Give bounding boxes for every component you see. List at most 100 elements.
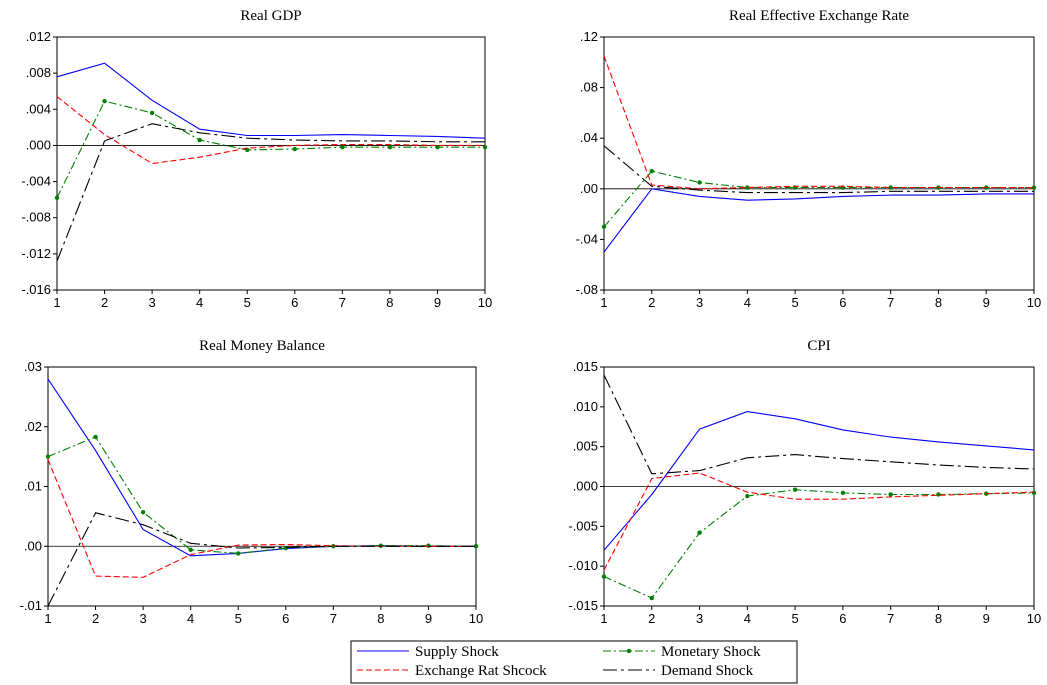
y-tick-label: -.005 [568, 518, 598, 533]
chart-title: Real GDP [240, 8, 301, 24]
data-point-monetary-shock [378, 543, 384, 548]
y-tick-label: .000 [573, 479, 598, 494]
x-tick-label: 7 [887, 295, 894, 310]
legend-label-exchange-rat-shcock: Exchange Rat Shcock [415, 663, 547, 679]
x-tick-label: 7 [887, 611, 894, 626]
data-point-monetary-shock [745, 493, 750, 499]
x-tick-label: 5 [791, 611, 798, 626]
x-tick-label: 8 [935, 611, 942, 626]
x-tick-label: 4 [744, 295, 751, 310]
data-point-monetary-shock [188, 547, 193, 553]
data-point-monetary-shock [197, 137, 202, 143]
data-point-monetary-shock [435, 145, 440, 150]
x-tick-label: 5 [791, 295, 798, 310]
plot-frame [47, 366, 477, 607]
data-point-monetary-shock [792, 487, 798, 492]
legend-label-demand-shock: Demand Shock [661, 663, 754, 679]
series-line-supply-shock [603, 188, 1034, 253]
series-line-demand-shock [47, 512, 476, 607]
series-line-exchange-rat-shcock [603, 472, 1035, 571]
x-tick-label: 1 [44, 611, 51, 626]
x-tick-label: 9 [434, 295, 441, 310]
data-point-monetary-shock [1031, 185, 1037, 190]
y-tick-label: .01 [24, 479, 42, 494]
data-point-monetary-shock [649, 168, 654, 174]
series-line-monetary-shock [603, 170, 1034, 228]
x-tick-label: 4 [187, 611, 194, 626]
series-line-monetary-shock [47, 436, 477, 554]
y-tick-label: .008 [26, 65, 51, 80]
x-tick-label: 5 [244, 295, 251, 310]
series-line-demand-shock [56, 123, 485, 262]
data-point-monetary-shock [697, 180, 702, 185]
x-tick-label: 4 [744, 611, 751, 626]
legend-marker-monetary-shock [626, 648, 632, 654]
legend-box [350, 640, 798, 684]
y-tick-label: -.016 [21, 282, 51, 297]
data-point-monetary-shock [473, 544, 479, 549]
x-tick-label: 9 [425, 611, 432, 626]
y-tick-label: .005 [573, 439, 598, 454]
x-tick-label: 8 [935, 295, 942, 310]
x-tick-label: 3 [139, 611, 146, 626]
x-tick-label: 1 [600, 295, 607, 310]
data-point-monetary-shock [149, 110, 155, 116]
data-point-monetary-shock [387, 145, 393, 150]
y-tick-label: -.004 [21, 174, 51, 189]
x-tick-label: 10 [469, 611, 483, 626]
x-tick-label: 2 [92, 611, 99, 626]
data-point-monetary-shock [840, 490, 846, 496]
data-point-monetary-shock [236, 551, 241, 556]
x-tick-label: 6 [291, 295, 298, 310]
legend-label-monetary-shock: Monetary Shock [661, 644, 761, 660]
data-point-monetary-shock [482, 145, 488, 150]
chart-title: CPI [807, 338, 830, 354]
data-point-monetary-shock [140, 509, 146, 515]
series-line-monetary-shock [56, 100, 485, 199]
y-tick-label: .08 [580, 80, 598, 95]
x-tick-label: 3 [696, 295, 703, 310]
y-tick-label: -.015 [568, 598, 598, 613]
x-tick-label: 1 [600, 611, 607, 626]
y-tick-label: .00 [580, 181, 598, 196]
series-line-exchange-rat-shcock [56, 96, 485, 165]
y-tick-label: -.01 [20, 598, 42, 613]
data-point-monetary-shock [54, 195, 60, 201]
chart-panel-3: Real Money Balance .03 .02 .01 .00 -.011 2 3 4 5 6… [20, 338, 484, 626]
data-point-monetary-shock [426, 543, 431, 548]
y-tick-label: .004 [26, 101, 51, 116]
data-point-monetary-shock [888, 492, 893, 497]
y-tick-label: .02 [24, 419, 42, 434]
y-tick-label: -.08 [576, 282, 598, 297]
x-tick-label: 10 [1027, 611, 1041, 626]
x-tick-label: 10 [1027, 295, 1041, 310]
plot-frame [56, 36, 486, 291]
series-line-demand-shock [603, 374, 1035, 475]
data-point-monetary-shock [936, 492, 941, 497]
x-tick-label: 8 [377, 611, 384, 626]
x-tick-label: 7 [330, 611, 337, 626]
y-tick-label: .00 [24, 538, 42, 553]
series-line-monetary-shock [603, 489, 1035, 599]
data-point-monetary-shock [93, 434, 98, 440]
data-point-monetary-shock [1031, 490, 1037, 496]
data-point-monetary-shock [283, 545, 288, 551]
x-tick-label: 1 [53, 295, 60, 310]
data-point-monetary-shock [340, 145, 345, 150]
data-point-monetary-shock [292, 146, 297, 152]
x-tick-label: 6 [839, 295, 846, 310]
x-tick-label: 8 [386, 295, 393, 310]
legend: Supply Shock Monetary Shock Exchange Rat S… [350, 640, 798, 684]
data-point-monetary-shock [745, 185, 750, 190]
x-tick-label: 7 [339, 295, 346, 310]
x-tick-label: 6 [839, 611, 846, 626]
y-tick-label: .010 [573, 399, 598, 414]
y-tick-label: .012 [26, 29, 51, 44]
x-tick-label: 9 [983, 295, 990, 310]
legend-label-supply-shock: Supply Shock [415, 644, 499, 660]
data-point-monetary-shock [601, 574, 607, 579]
data-point-monetary-shock [697, 530, 702, 535]
data-point-monetary-shock [888, 185, 893, 190]
